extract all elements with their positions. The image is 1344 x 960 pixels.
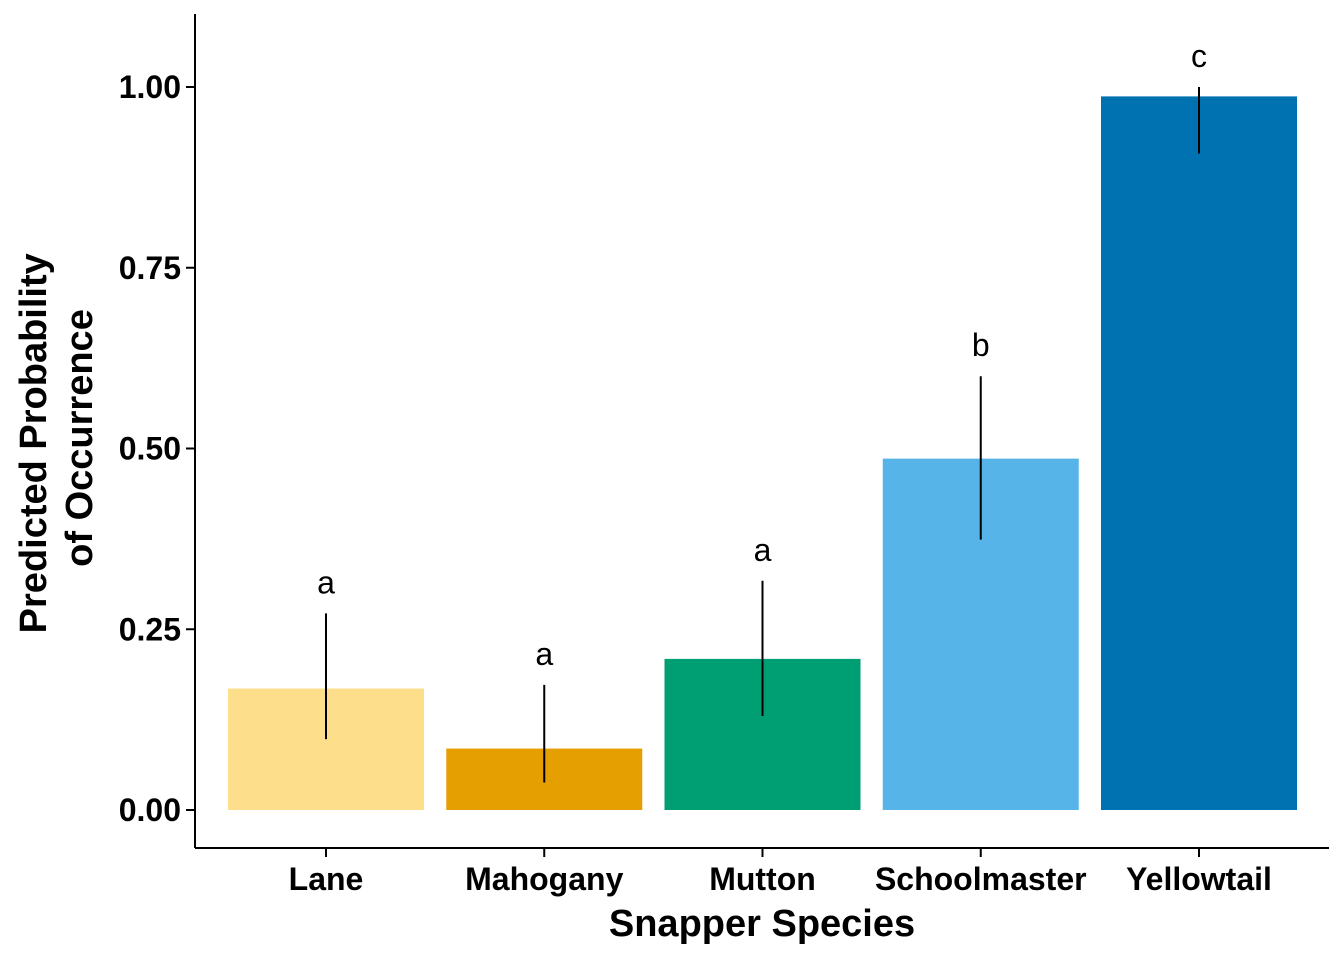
bar-yellowtail (1101, 96, 1297, 811)
x-tick-label: Mahogany (465, 861, 623, 897)
y-ticks-layer: 0.00 0.25 0.50 0.75 1.00 (119, 69, 195, 828)
y-tick-label: 0.00 (119, 792, 181, 828)
y-tick-label: 0.25 (119, 611, 181, 647)
significance-label: a (535, 636, 553, 672)
significance-label: b (972, 327, 990, 363)
y-tick-label: 0.50 (119, 431, 181, 467)
x-tick-label: Mutton (709, 861, 816, 897)
x-tick-label: Yellowtail (1126, 861, 1272, 897)
error-bars-layer (325, 87, 1200, 783)
x-ticks-layer: Lane Mahogany Mutton Schoolmaster Yellowtail (289, 848, 1272, 897)
y-tick-label: 0.75 (119, 250, 181, 286)
x-axis-title: Snapper Species (609, 903, 915, 945)
y-axis-title-line-1: Predicted Probability (13, 253, 55, 633)
significance-labels-layer: a a a b c (317, 38, 1207, 672)
y-axis-title: Predicted Probability of Occurrence (13, 243, 101, 634)
x-tick-label: Lane (289, 861, 364, 897)
y-tick-label: 1.00 (119, 69, 181, 105)
significance-label: c (1191, 38, 1207, 74)
y-axis-title-line-2: of Occurrence (59, 309, 101, 567)
significance-label: a (317, 564, 335, 600)
x-tick-label: Schoolmaster (875, 861, 1087, 897)
significance-label: a (754, 532, 772, 568)
